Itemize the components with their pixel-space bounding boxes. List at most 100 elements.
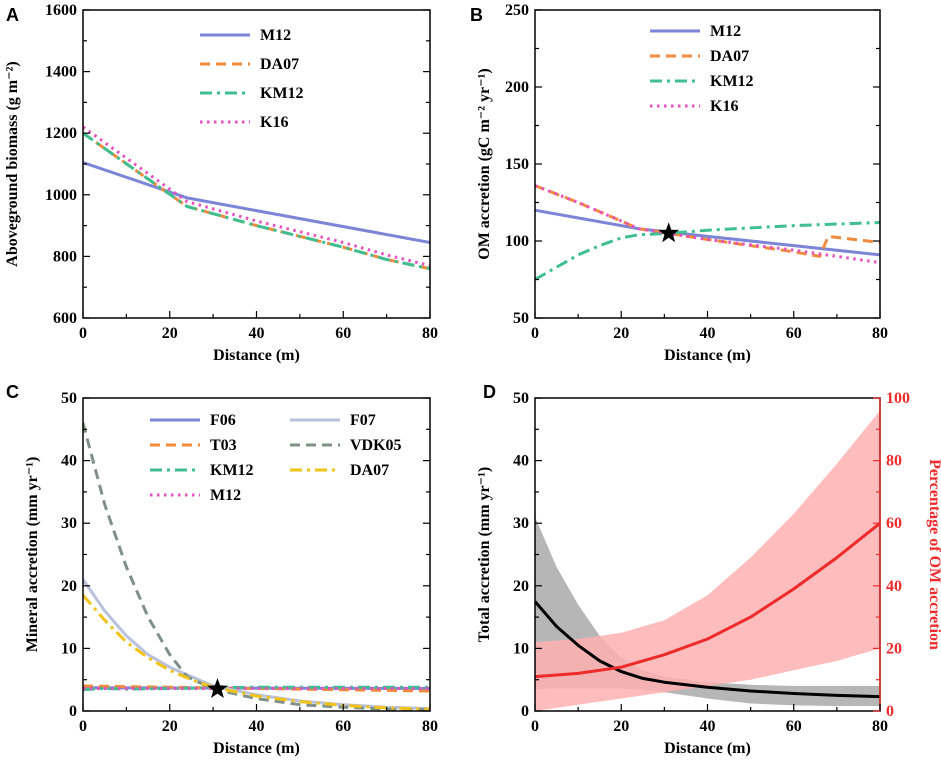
x-tick-label: 0 bbox=[531, 325, 539, 342]
y-tick-label: 50 bbox=[513, 390, 529, 407]
y-tick-label: 40 bbox=[61, 453, 77, 470]
legend-label-t03: T03 bbox=[210, 437, 237, 454]
legend-label-km12: KM12 bbox=[210, 462, 254, 479]
legend-label-f07: F07 bbox=[350, 412, 376, 429]
star-marker-icon bbox=[658, 222, 680, 243]
plot-frame bbox=[534, 9, 881, 319]
y-tick-label: 50 bbox=[513, 310, 529, 327]
y-tick-label: 200 bbox=[505, 79, 529, 96]
plot-area bbox=[535, 410, 880, 711]
y-axis-label: Total accretion (mm yr⁻¹) bbox=[476, 467, 493, 642]
legend-label-vdk05: VDK05 bbox=[350, 437, 402, 454]
x-axis-label: Distance (m) bbox=[664, 740, 751, 757]
x-axis-label: Distance (m) bbox=[213, 347, 300, 364]
x-tick-label: 20 bbox=[613, 718, 629, 735]
series-line-km12 bbox=[535, 221, 880, 281]
legend-label-m12: M12 bbox=[710, 23, 741, 40]
y-tick-label: 50 bbox=[61, 390, 77, 407]
y-tick-label: 1400 bbox=[45, 64, 77, 81]
y-tick-label: 10 bbox=[513, 640, 529, 657]
y-tick-label: 1600 bbox=[45, 2, 77, 19]
x-tick-label: 20 bbox=[162, 325, 178, 342]
x-tick-label: 0 bbox=[79, 718, 87, 735]
x-axis-label: Distance (m) bbox=[213, 740, 300, 757]
y-tick-label: 0 bbox=[521, 703, 529, 720]
x-tick-label: 80 bbox=[872, 718, 888, 735]
y-axis-label: Aboveground biomass (g m⁻²) bbox=[4, 61, 21, 266]
series-line-da07 bbox=[535, 184, 880, 258]
series-line-m12 bbox=[83, 161, 430, 244]
legend-label-k16: K16 bbox=[710, 98, 738, 115]
series-line-da07 bbox=[83, 594, 430, 711]
x-tick-label: 80 bbox=[872, 325, 888, 342]
x-tick-label: 40 bbox=[700, 325, 716, 342]
panel-letter-b: B bbox=[470, 5, 483, 25]
y-right-axis-label: Percentage of OM accretion bbox=[926, 459, 941, 650]
panel-letter-c: C bbox=[6, 382, 19, 402]
series-line-vdk05 bbox=[83, 422, 430, 711]
panel-b-chart: 0 20 40 60 80 50 100 150 200 250 Distance (m) OM ac… bbox=[476, 2, 888, 364]
x-tick-label: 60 bbox=[335, 718, 351, 735]
legend-label-m12: M12 bbox=[210, 487, 241, 504]
x-tick-label: 40 bbox=[249, 325, 265, 342]
x-tick-label: 40 bbox=[249, 718, 265, 735]
legend: M12 DA07 KM12 K16 bbox=[650, 23, 754, 115]
x-tick-label: 20 bbox=[613, 325, 629, 342]
y-tick-label: 800 bbox=[53, 248, 77, 265]
legend-label-k16: K16 bbox=[260, 114, 288, 131]
y-tick-label: 40 bbox=[513, 453, 529, 470]
plot-area bbox=[83, 125, 430, 271]
legend-label-km12: KM12 bbox=[710, 73, 754, 90]
y-axis-label: OM accretion (gC m⁻² yr⁻¹) bbox=[476, 68, 493, 259]
y-tick-label: 0 bbox=[69, 703, 77, 720]
legend-label-km12: KM12 bbox=[260, 85, 304, 102]
x-tick-label: 60 bbox=[786, 718, 802, 735]
x-tick-label: 60 bbox=[335, 325, 351, 342]
legend-label-da07: DA07 bbox=[710, 48, 749, 65]
panel-letter-d: D bbox=[483, 382, 496, 402]
y-tick-label: 600 bbox=[53, 310, 77, 327]
x-tick-label: 20 bbox=[162, 718, 178, 735]
y-right-tick-label: 0 bbox=[886, 703, 894, 720]
series-line-t03 bbox=[83, 684, 430, 693]
legend-label-f06: F06 bbox=[210, 412, 236, 429]
y-axis-label: Mineral accretion (mm yr⁻¹) bbox=[24, 457, 41, 653]
x-tick-label: 0 bbox=[531, 718, 539, 735]
panel-c-chart: 0 20 40 60 80 0 10 20 30 40 50 Distance (m) Mineral … bbox=[24, 390, 438, 757]
series-line-km12 bbox=[83, 131, 430, 271]
plot-area bbox=[535, 184, 880, 281]
series-line-percentage-of-om-accretion bbox=[535, 522, 880, 679]
y-tick-label: 1200 bbox=[45, 125, 77, 142]
y-tick-label: 20 bbox=[513, 578, 529, 595]
y-right-tick-label: 100 bbox=[886, 390, 910, 407]
legend-label-da07: DA07 bbox=[350, 462, 389, 479]
x-tick-label: 0 bbox=[79, 325, 87, 342]
legend-label-da07: DA07 bbox=[260, 56, 299, 73]
legend: F06 T03 KM12 M12 F07 VDK05 DA07 bbox=[150, 412, 402, 504]
y-right-tick-label: 40 bbox=[886, 578, 902, 595]
y-tick-label: 1000 bbox=[45, 187, 77, 204]
series-line-k16 bbox=[535, 184, 880, 265]
y-tick-label: 20 bbox=[61, 578, 77, 595]
x-axis-label: Distance (m) bbox=[664, 347, 751, 364]
legend-label-m12: M12 bbox=[260, 27, 291, 44]
y-tick-label: 10 bbox=[61, 640, 77, 657]
x-tick-label: 60 bbox=[786, 325, 802, 342]
series-line-da07 bbox=[83, 131, 430, 271]
series-line-km12 bbox=[83, 685, 430, 692]
y-tick-label: 30 bbox=[513, 515, 529, 532]
y-tick-label: 250 bbox=[505, 2, 529, 19]
panel-a-chart: 0 20 40 60 80 600 800 1000 1200 1400 1600 Distance … bbox=[4, 2, 438, 364]
x-tick-label: 80 bbox=[422, 718, 438, 735]
plot-area bbox=[83, 422, 430, 711]
series-line-k16 bbox=[83, 125, 430, 268]
y-right-tick-label: 80 bbox=[886, 453, 902, 470]
series-line-total-accretion bbox=[535, 600, 880, 699]
panel-letter-a: A bbox=[6, 5, 19, 25]
legend: M12 DA07 KM12 K16 bbox=[200, 27, 304, 131]
uncertainty-band-percentage bbox=[535, 410, 880, 711]
y-right-tick-label: 20 bbox=[886, 640, 902, 657]
x-tick-label: 80 bbox=[422, 325, 438, 342]
panel-d-chart: 0 20 40 60 8001020304050020406080100Distance… bbox=[476, 390, 941, 757]
